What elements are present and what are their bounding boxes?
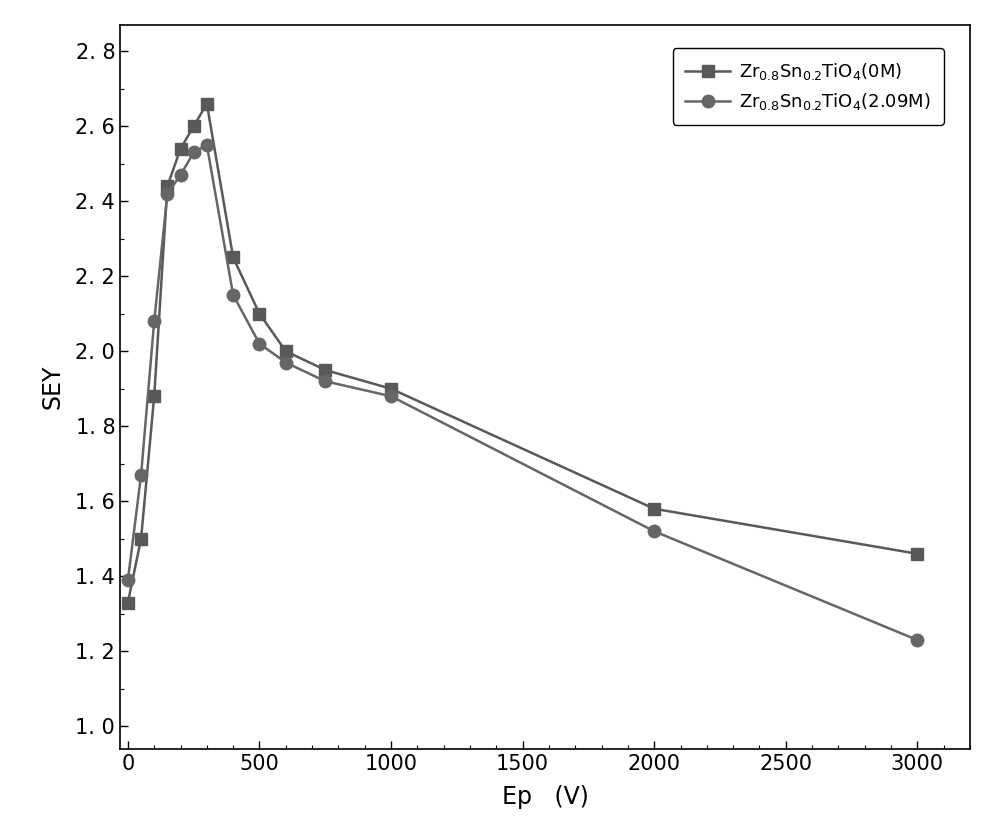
Legend: $\mathregular{Zr_{0.8}Sn_{0.2}TiO_4}$(0M), $\mathregular{Zr_{0.8}Sn_{0.2}TiO_4}$: $\mathregular{Zr_{0.8}Sn_{0.2}TiO_4}$(0M… xyxy=(673,48,944,125)
Y-axis label: SEY: SEY xyxy=(40,364,64,409)
X-axis label: Ep   (V): Ep (V) xyxy=(502,785,588,809)
